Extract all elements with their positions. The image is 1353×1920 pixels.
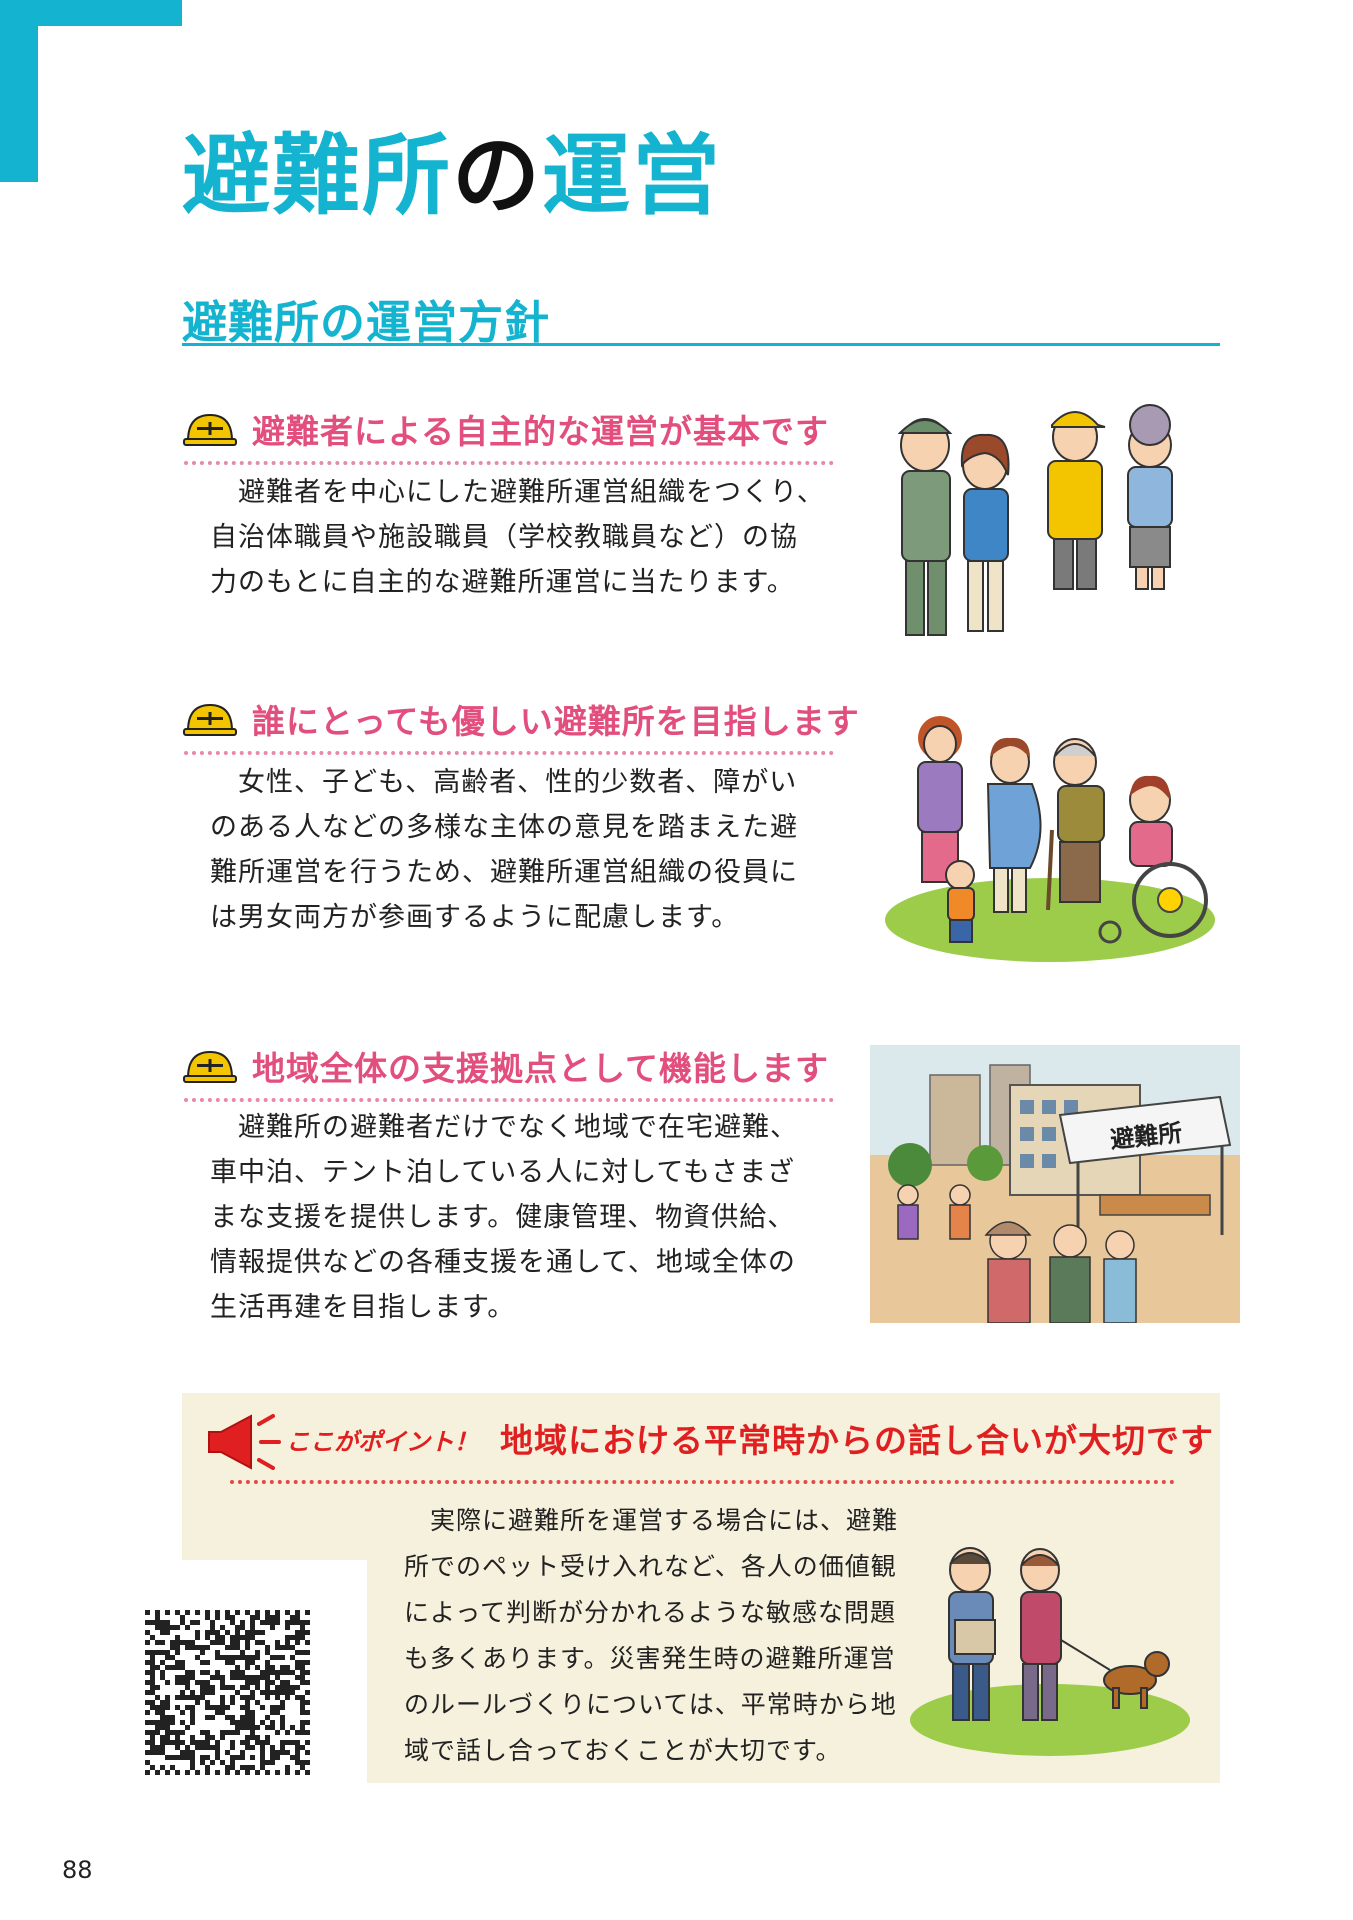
- section-3-heading: 地域全体の支援拠点として機能します: [252, 1049, 830, 1088]
- qr-code: [145, 1610, 310, 1775]
- body-line: 実際に避難所を運営する場合には、避難: [430, 1506, 899, 1535]
- section-2-body: 女性、子ども、高齢者、性的少数者、障がい のある人などの多様な主体の意見を踏まえ…: [210, 760, 830, 940]
- section-1-body: 避難者を中心にした避難所運営組織をつくり、 自治体職員や施設職員（学校教職員など…: [210, 470, 830, 605]
- subtitle-underline: [182, 343, 1220, 346]
- section-2-heading: 誰にとっても優しい避難所を目指します: [252, 702, 860, 741]
- point-heading: 地域における平常時からの話し合いが大切です: [500, 1421, 1214, 1460]
- page-title: 避難所の運営: [182, 124, 723, 227]
- page-number: 88: [62, 1856, 93, 1884]
- point-label: ここがポイント！: [286, 1428, 478, 1456]
- section-2-divider: [184, 751, 834, 755]
- megaphone-icon: [208, 1414, 281, 1470]
- shelter-scene-illustration: 避難所: [870, 1045, 1240, 1323]
- body-line: も多くあります。災害発生時の避難所運営: [404, 1644, 896, 1673]
- section-1-heading: 避難者による自主的な運営が基本です: [252, 412, 830, 451]
- section-1-heading-row: 避難者による自主的な運営が基本です: [182, 405, 829, 453]
- body-line: のある人などの多様な主体の意見を踏まえた避: [210, 812, 798, 843]
- point-divider: [230, 1480, 1175, 1484]
- section-2-heading-row: 誰にとっても優しい避難所を目指します: [182, 695, 860, 743]
- body-line: 域で話し合っておくことが大切です。: [404, 1736, 842, 1765]
- section-1-divider: [184, 461, 834, 465]
- body-line: 生活再建を目指します。: [210, 1292, 516, 1323]
- helmet-icon: [183, 703, 237, 736]
- helmet-icon: [183, 1050, 237, 1083]
- section-3-heading-row: 地域全体の支援拠点として機能します: [182, 1042, 829, 1090]
- diverse-people-illustration: [880, 700, 1220, 965]
- body-line: 所でのペット受け入れなど、各人の価値観: [404, 1552, 897, 1581]
- section-subtitle: 避難所の運営方針: [182, 296, 551, 349]
- section-3-body: 避難所の避難者だけでなく地域で在宅避難、 車中泊、テント泊している人に対してもさ…: [210, 1105, 830, 1330]
- body-line: まな支援を提供します。健康管理、物資供給、: [210, 1202, 796, 1233]
- corner-bracket-left: [0, 0, 38, 182]
- body-line: 車中泊、テント泊している人に対してもさまざ: [210, 1157, 796, 1188]
- body-line: は男女両方が参画するように配慮します。: [210, 902, 740, 933]
- body-line: のルールづくりについては、平常時から地: [404, 1690, 897, 1719]
- point-body: 実際に避難所を運営する場合には、避難 所でのペット受け入れなど、各人の価値観 に…: [404, 1498, 904, 1774]
- body-line: 自治体職員や施設職員（学校教職員など）の協: [210, 522, 798, 553]
- body-line: 力のもとに自主的な避難所運営に当たります。: [210, 567, 795, 598]
- body-line: 情報提供などの各種支援を通して、地域全体の: [210, 1247, 796, 1278]
- body-line: 避難所の避難者だけでなく地域で在宅避難、: [238, 1112, 798, 1143]
- residents-illustration: [880, 385, 1200, 645]
- helmet-icon: [183, 413, 237, 446]
- body-line: 難所運営を行うため、避難所運営組織の役員に: [210, 857, 798, 888]
- body-line: 女性、子ども、高齢者、性的少数者、障がい: [238, 767, 798, 798]
- section-3-divider: [184, 1098, 834, 1102]
- pet-walk-illustration: [905, 1520, 1195, 1760]
- body-line: 避難者を中心にした避難所運営組織をつくり、: [238, 477, 825, 508]
- body-line: によって判断が分かれるような敏感な問題: [404, 1598, 897, 1627]
